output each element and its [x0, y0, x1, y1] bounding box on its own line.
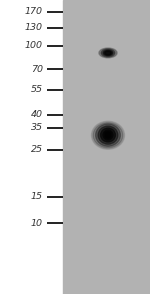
Text: 40: 40 — [31, 110, 43, 119]
Bar — [63, 0, 150, 294]
Ellipse shape — [101, 49, 115, 57]
Ellipse shape — [93, 123, 123, 148]
Ellipse shape — [103, 50, 113, 56]
Text: 55: 55 — [31, 85, 43, 94]
Text: 25: 25 — [31, 146, 43, 154]
Bar — [0, 0, 63, 294]
Ellipse shape — [99, 48, 117, 58]
Ellipse shape — [98, 126, 118, 144]
Text: 70: 70 — [31, 65, 43, 74]
Text: 100: 100 — [25, 41, 43, 50]
Text: 35: 35 — [31, 123, 43, 132]
Text: 130: 130 — [25, 24, 43, 32]
Text: 170: 170 — [25, 7, 43, 16]
Ellipse shape — [105, 132, 111, 138]
Text: 10: 10 — [31, 219, 43, 228]
Ellipse shape — [105, 51, 111, 55]
Text: 15: 15 — [31, 193, 43, 201]
Ellipse shape — [101, 128, 116, 142]
Ellipse shape — [103, 130, 113, 140]
Ellipse shape — [92, 121, 124, 149]
Ellipse shape — [96, 124, 120, 146]
